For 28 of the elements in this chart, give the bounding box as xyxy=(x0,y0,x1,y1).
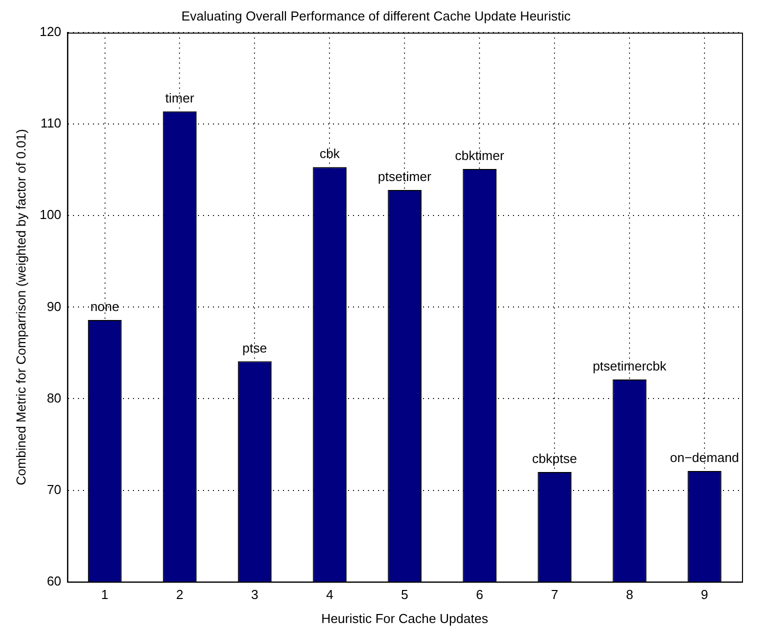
x-tick-label: 7 xyxy=(550,587,558,602)
y-tick-label: 110 xyxy=(40,116,62,131)
y-tick-label: 70 xyxy=(46,482,62,497)
x-tick-label: 4 xyxy=(326,587,334,602)
x-tick-label: 6 xyxy=(476,587,484,602)
x-tick-label: 1 xyxy=(101,587,108,602)
y-tick-label: 100 xyxy=(40,207,62,222)
y-tick-label: 120 xyxy=(40,24,62,40)
x-tick-label: 8 xyxy=(626,587,634,602)
x-tick-label: 5 xyxy=(401,587,408,602)
y-tick-label: 60 xyxy=(46,573,62,588)
x-axis-title: Heuristic For Cache Updates xyxy=(321,610,489,626)
annotation: none xyxy=(90,299,120,314)
annotation: cbkptse xyxy=(532,451,577,466)
annotation: ptsetimercbk xyxy=(592,358,667,374)
y-tick-label: 80 xyxy=(46,390,62,406)
x-tick-label: 9 xyxy=(700,587,708,602)
annotation: on−demand xyxy=(670,450,740,466)
annotation: ptse xyxy=(242,340,267,356)
y-tick-label: 90 xyxy=(46,298,62,314)
annotation: cbk xyxy=(320,146,340,162)
x-tick-label: 3 xyxy=(251,587,258,602)
y-axis-title: Combined Metric for Comparrison (weighted by factor of 0.01) xyxy=(13,129,28,486)
annotation: ptsetimer xyxy=(378,169,432,184)
annotation: timer xyxy=(165,90,195,106)
x-tick-label: 2 xyxy=(176,587,184,602)
chart-title: Evaluating Overall Performance of different Cache Update Heuristic xyxy=(181,8,572,24)
annotation: cbktimer xyxy=(455,148,505,164)
